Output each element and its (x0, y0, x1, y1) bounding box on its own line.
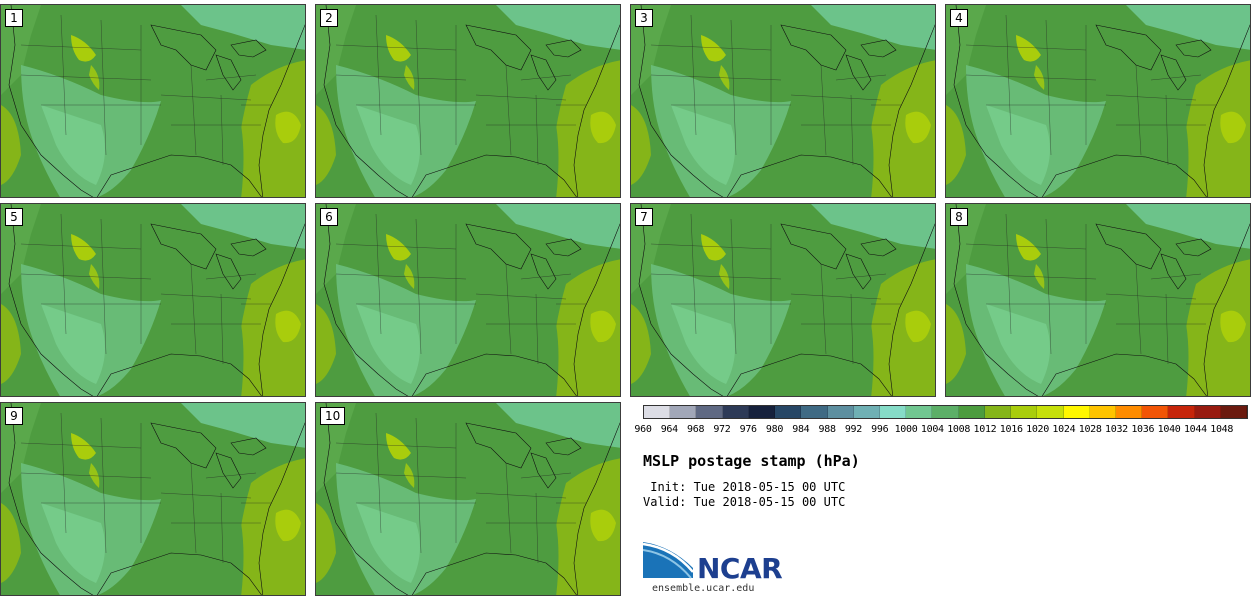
member-map-10: 10 (315, 402, 621, 596)
colorbar-segment (1194, 406, 1221, 418)
colorbar-segment (879, 406, 907, 418)
ncar-logo-icon (643, 542, 694, 579)
site-url: ensemble.ucar.edu (652, 583, 755, 594)
pressure-colorbar (643, 405, 1248, 419)
member-number: 10 (320, 407, 346, 425)
colorbar-tick: 1020 (1026, 424, 1050, 435)
colorbar-tick: 1024 (1052, 424, 1076, 435)
member-number: 5 (5, 208, 23, 226)
colorbar-segment (984, 406, 1012, 418)
colorbar-tick: 1000 (894, 424, 918, 435)
colorbar-tick: 996 (871, 424, 889, 435)
colorbar-segment (801, 406, 828, 418)
member-map-5: 5 (0, 203, 306, 397)
colorbar-tick: 1040 (1157, 424, 1181, 435)
member-number: 9 (5, 407, 23, 425)
colorbar-tick: 980 (765, 424, 784, 435)
valid-time: Valid: Tue 2018-05-15 00 UTC (643, 495, 846, 509)
colorbar-tick: 972 (713, 424, 731, 435)
colorbar-tick: 968 (687, 424, 705, 435)
member-number: 1 (5, 9, 23, 27)
colorbar-tick: 1016 (999, 424, 1023, 435)
colorbar-segment (1089, 406, 1116, 418)
colorbar-tick: 1004 (920, 424, 944, 435)
colorbar-segment (1115, 406, 1143, 418)
member-number: 4 (950, 9, 968, 27)
colorbar-segment (853, 406, 880, 418)
colorbar-tick: 1028 (1078, 424, 1102, 435)
colorbar-segment (958, 406, 985, 418)
colorbar-segment (670, 406, 697, 418)
chart-title: MSLP postage stamp (hPa) (643, 452, 860, 470)
member-map-7: 7 (630, 203, 936, 397)
member-map-3: 3 (630, 4, 936, 198)
colorbar-segment (1063, 406, 1090, 418)
colorbar-tick: 1044 (1183, 424, 1207, 435)
colorbar-segment (1037, 406, 1064, 418)
member-map-1: 1 (0, 4, 306, 198)
member-map-2: 2 (315, 4, 621, 198)
colorbar-segment (748, 406, 776, 418)
colorbar-segment (827, 406, 854, 418)
colorbar-tick: 984 (792, 424, 810, 435)
colorbar-segment (644, 406, 671, 418)
colorbar-tick-labels: 960 964 968 972 976 980 984 988 992 996 1000 1004 10… (631, 424, 1260, 438)
init-time: Init: Tue 2018-05-15 00 UTC (643, 480, 846, 494)
colorbar-segment (775, 406, 802, 418)
colorbar-tick: 1048 (1210, 424, 1234, 435)
member-map-9: 9 (0, 402, 306, 596)
colorbar-segment (1220, 406, 1248, 418)
member-map-8: 8 (945, 203, 1251, 397)
colorbar-tick: 992 (844, 424, 863, 435)
colorbar-segment (722, 406, 749, 418)
logo-name: NCAR (697, 552, 783, 585)
member-map-6: 6 (315, 203, 621, 397)
member-number: 2 (320, 9, 338, 27)
colorbar-segment (906, 406, 933, 418)
colorbar-tick: 1036 (1131, 424, 1155, 435)
colorbar-tick: 1032 (1105, 424, 1128, 435)
member-map-4: 4 (945, 4, 1251, 198)
colorbar-segment (1142, 406, 1169, 418)
colorbar-segment (1011, 406, 1038, 418)
colorbar-tick: 1008 (947, 424, 971, 435)
member-number: 8 (950, 208, 968, 226)
member-number: 3 (635, 9, 653, 27)
colorbar-segment (696, 406, 723, 418)
colorbar-segment (932, 406, 959, 418)
colorbar-tick: 976 (739, 424, 757, 435)
member-number: 7 (635, 208, 653, 226)
colorbar-tick: 964 (660, 424, 678, 435)
member-number: 6 (320, 208, 338, 226)
colorbar-tick: 988 (818, 424, 836, 435)
colorbar-segment (1168, 406, 1195, 418)
colorbar-tick: 960 (634, 424, 652, 435)
colorbar-tick: 1012 (973, 424, 997, 435)
